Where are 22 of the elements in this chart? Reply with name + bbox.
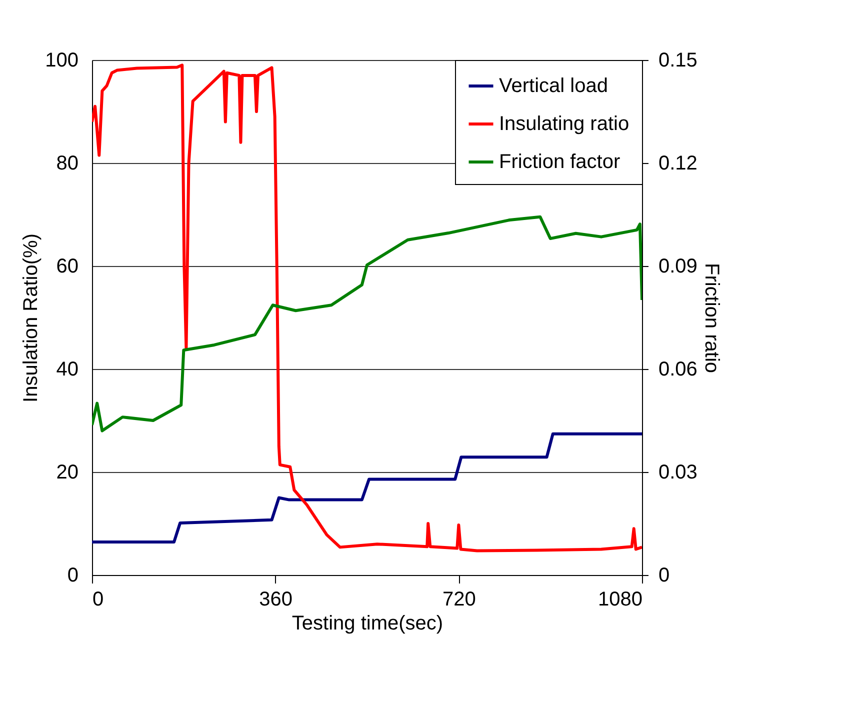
y2-tick-label: 0.09 (658, 256, 698, 278)
x-tick-label: 1080 (598, 588, 642, 610)
x-axis-title: Testing time(sec) (292, 612, 444, 634)
y-axis-title: Insulation Ratio(%) (20, 234, 42, 402)
y-tick-label: 0 (67, 564, 78, 586)
y-tick-label: 100 (45, 50, 78, 72)
y2-tick-label: 0 (658, 564, 670, 586)
y-tick-label: 20 (56, 462, 78, 484)
x-tick-label: 0 (92, 588, 104, 610)
y2-tick-label: 0.12 (658, 152, 698, 174)
legend-label: Friction factor (499, 151, 620, 173)
y-tick-label: 60 (56, 256, 78, 278)
legend-label: Insulating ratio (499, 113, 630, 135)
legend-label: Vertical load (499, 75, 608, 97)
y2-tick-label: 0.03 (658, 462, 698, 484)
y-tick-label: 40 (56, 358, 78, 380)
x-tick-label: 360 (259, 588, 293, 610)
y2-tick-label: 0.06 (658, 358, 698, 380)
y2-axis-title: Friction ratio (700, 262, 722, 374)
x-tick-label: 720 (442, 588, 476, 610)
y-tick-label: 80 (56, 152, 78, 174)
y2-tick-label: 0.15 (658, 50, 698, 72)
